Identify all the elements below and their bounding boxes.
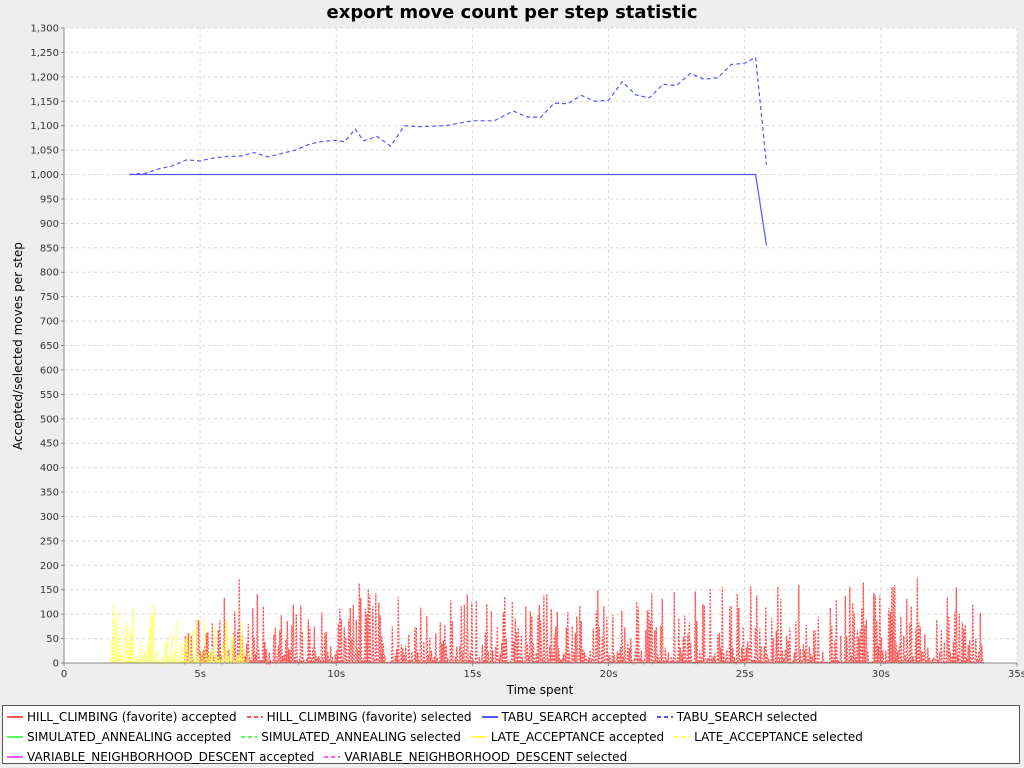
legend-swatch: [246, 716, 263, 718]
legend-swatch: [324, 756, 341, 758]
y-tick-label: 550: [40, 390, 59, 401]
y-tick-label: 100: [40, 610, 59, 621]
x-tick-label: 35s: [1008, 669, 1024, 680]
chart-area: export move count per step statistic 0 5s…: [11, 2, 1024, 697]
y-tick-label: 0: [53, 659, 59, 670]
y-tick-label: 150: [40, 585, 59, 596]
legend-item: SIMULATED_ANNEALING accepted: [7, 727, 231, 747]
y-tick-label: 950: [40, 194, 59, 205]
y-tick-label: 600: [40, 365, 59, 376]
y-tick-label: 850: [40, 243, 59, 254]
y-tick-label: 1,100: [30, 121, 59, 132]
x-axis-ticks: 0 5s 10s 15s 20s 25s 30s 35s: [61, 663, 1024, 680]
y-tick-label: 250: [40, 536, 59, 547]
x-tick-label: 10s: [327, 669, 345, 680]
legend-item: LATE_ACCEPTANCE selected: [674, 727, 863, 747]
y-tick-label: 350: [40, 488, 59, 499]
legend-swatch: [241, 736, 258, 738]
legend-swatch: [7, 756, 23, 758]
legend-item: VARIABLE_NEIGHBORHOOD_DESCENT accepted: [7, 747, 314, 767]
legend-label: SIMULATED_ANNEALING selected: [261, 730, 461, 744]
x-tick-label: 0: [61, 669, 67, 680]
legend-swatch: [656, 716, 673, 718]
y-tick-label: 750: [40, 292, 59, 303]
legend: HILL_CLIMBING (favorite) accepted HILL_CL…: [2, 705, 1020, 764]
legend-item: VARIABLE_NEIGHBORHOOD_DESCENT selected: [324, 747, 627, 767]
series-line-1: [183, 577, 985, 666]
legend-item: TABU_SEARCH accepted: [481, 707, 647, 727]
legend-item: HILL_CLIMBING (favorite) accepted: [7, 707, 237, 727]
x-tick-label: 30s: [872, 669, 890, 680]
chart-title: export move count per step statistic: [327, 2, 698, 23]
legend-label: TABU_SEARCH accepted: [501, 710, 647, 724]
x-axis-label: Time spent: [506, 683, 574, 697]
y-tick-label: 900: [40, 219, 59, 230]
legend-label: LATE_ACCEPTANCE selected: [694, 730, 863, 744]
y-tick-label: 500: [40, 414, 59, 425]
series-line-2: [129, 173, 768, 246]
y-tick-label: 1,150: [30, 97, 59, 108]
x-tick-label: 5s: [194, 669, 206, 680]
legend-item: LATE_ACCEPTANCE accepted: [470, 727, 665, 747]
y-tick-label: 1,050: [30, 146, 59, 157]
y-tick-label: 1,300: [30, 24, 59, 35]
y-tick-label: 1,200: [30, 72, 59, 83]
legend-label: HILL_CLIMBING (favorite) selected: [266, 710, 472, 724]
legend-swatch: [7, 736, 23, 738]
legend-label: LATE_ACCEPTANCE accepted: [490, 730, 665, 744]
y-tick-label: 450: [40, 439, 59, 450]
x-tick-label: 25s: [736, 669, 754, 680]
y-tick-label: 300: [40, 512, 59, 523]
y-axis-label: Accepted/selected moves per step: [11, 242, 25, 450]
legend-label: VARIABLE_NEIGHBORHOOD_DESCENT selected: [344, 750, 628, 764]
y-tick-label: 1,250: [30, 48, 59, 59]
y-tick-label: 200: [40, 561, 59, 572]
legend-label: VARIABLE_NEIGHBORHOOD_DESCENT accepted: [27, 750, 315, 764]
y-tick-label: 700: [40, 317, 59, 328]
legend-item: HILL_CLIMBING (favorite) selected: [246, 707, 472, 727]
y-tick-label: 1,000: [30, 170, 59, 181]
y-tick-label: 650: [40, 341, 59, 352]
y-tick-label: 50: [46, 634, 59, 645]
series-line-3: [129, 56, 768, 176]
legend-swatch: [7, 716, 23, 718]
legend-item: SIMULATED_ANNEALING selected: [241, 727, 461, 747]
x-tick-label: 15s: [463, 669, 481, 680]
legend-label: SIMULATED_ANNEALING accepted: [27, 730, 232, 744]
legend-label: HILL_CLIMBING (favorite) accepted: [27, 710, 237, 724]
series-line-7: [109, 603, 250, 666]
x-tick-label: 20s: [600, 669, 618, 680]
legend-label: TABU_SEARCH selected: [676, 710, 818, 724]
legend-swatch: [470, 736, 487, 738]
legend-swatch: [481, 716, 498, 718]
legend-swatch: [674, 736, 691, 738]
y-tick-label: 400: [40, 463, 59, 474]
legend-item: TABU_SEARCH selected: [656, 707, 818, 727]
y-axis-ticks: 0 50 100 150 200 250 300 350 400 450 500 550 600 650 7…: [30, 24, 64, 670]
y-tick-label: 800: [40, 268, 59, 279]
